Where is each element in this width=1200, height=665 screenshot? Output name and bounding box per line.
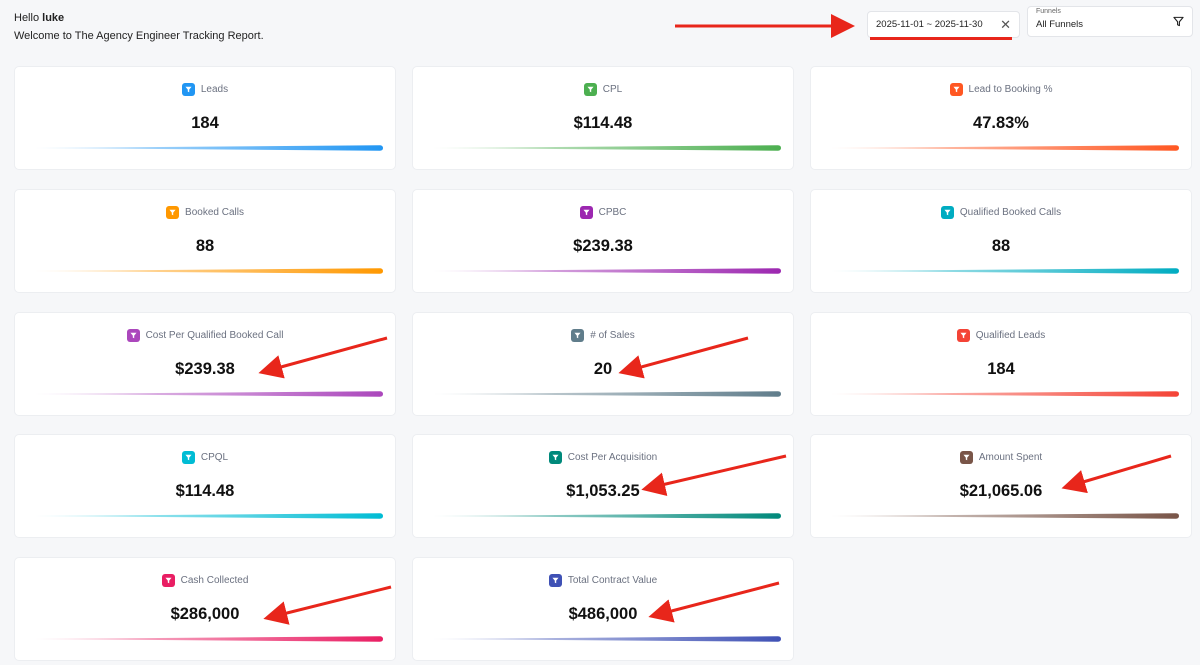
metric-label: # of Sales: [590, 330, 635, 341]
funnels-value: All Funnels: [1036, 19, 1083, 30]
date-range-underline-annotation: [870, 37, 1012, 40]
metric-trend-line: [35, 513, 383, 519]
funnels-caption: Funnels: [1036, 8, 1061, 15]
funnels-select[interactable]: Funnels All Funnels: [1027, 6, 1193, 37]
page-header: Hello luke Welcome to The Agency Enginee…: [14, 10, 264, 44]
date-range-picker[interactable]: 2025-11-01 ~ 2025-11-30 ✕: [867, 11, 1020, 38]
metric-card: Cash Collected $286,000: [14, 557, 396, 661]
funnel-tag-icon: [940, 206, 954, 219]
metric-trend-line: [831, 145, 1179, 151]
metric-trend-line: [433, 391, 781, 397]
metric-title: Lead to Booking %: [811, 83, 1191, 96]
close-icon[interactable]: ✕: [1000, 17, 1011, 32]
metric-card: # of Sales 20: [412, 312, 794, 416]
metric-trend-line: [433, 145, 781, 151]
metric-card: Leads 184: [14, 66, 396, 170]
metric-label: CPBC: [598, 207, 627, 218]
metric-title: Booked Calls: [15, 206, 395, 219]
funnel-tag-icon: [583, 83, 597, 96]
metric-card: Lead to Booking % 47.83%: [810, 66, 1192, 170]
metric-card: Booked Calls 88: [14, 189, 396, 293]
funnel-tag-icon: [548, 451, 562, 464]
metric-label: CPQL: [200, 452, 229, 463]
metric-title: Total Contract Value: [413, 574, 793, 587]
metric-trend-line: [433, 636, 781, 642]
metric-title: # of Sales: [413, 329, 793, 342]
greeting: Hello luke: [14, 12, 65, 24]
metric-trend-line: [35, 636, 383, 642]
metric-card: Cost Per Qualified Booked Call $239.38: [14, 312, 396, 416]
metric-value: 20: [593, 360, 613, 378]
metric-value: $114.48: [175, 482, 235, 500]
metric-label: Cash Collected: [180, 575, 249, 586]
metric-title: Cost Per Acquisition: [413, 451, 793, 464]
metric-title: Qualified Leads: [811, 329, 1191, 342]
metric-value: $239.38: [175, 360, 235, 378]
funnel-tag-icon: [166, 206, 180, 219]
metric-value: $114.48: [573, 114, 633, 132]
filter-icon[interactable]: [1173, 16, 1184, 27]
metric-title: Amount Spent: [811, 451, 1191, 464]
metric-trend-line: [831, 268, 1179, 274]
metric-title: Cost Per Qualified Booked Call: [15, 329, 395, 342]
metric-value: $486,000: [568, 605, 638, 623]
metric-value: 88: [195, 237, 215, 255]
metric-label: Lead to Booking %: [968, 84, 1053, 95]
metric-card: Amount Spent $21,065.06: [810, 434, 1192, 538]
metric-label: Booked Calls: [185, 207, 244, 218]
metric-trend-line: [831, 391, 1179, 397]
metric-trend-line: [433, 513, 781, 519]
metric-card: Cost Per Acquisition $1,053.25: [412, 434, 794, 538]
metric-label: CPL: [602, 84, 623, 95]
metric-card: CPBC $239.38: [412, 189, 794, 293]
metric-card: Qualified Leads 184: [810, 312, 1192, 416]
metric-title: Cash Collected: [15, 574, 395, 587]
welcome-message: Welcome to The Agency Engineer Tracking …: [14, 30, 264, 42]
metric-title: CPL: [413, 83, 793, 96]
metric-label: Leads: [200, 84, 229, 95]
metric-card: CPQL $114.48: [14, 434, 396, 538]
metric-card: Total Contract Value $486,000: [412, 557, 794, 661]
metric-trend-line: [35, 391, 383, 397]
funnel-tag-icon: [571, 329, 585, 342]
date-range-value: 2025-11-01 ~ 2025-11-30: [876, 19, 983, 30]
metric-trend-line: [433, 268, 781, 274]
metric-label: Total Contract Value: [567, 575, 658, 586]
funnel-tag-icon: [548, 574, 562, 587]
metric-label: Cost Per Acquisition: [567, 452, 658, 463]
metric-title: CPQL: [15, 451, 395, 464]
metric-value: 184: [987, 360, 1015, 378]
metric-label: Amount Spent: [978, 452, 1043, 463]
metric-title: Qualified Booked Calls: [811, 206, 1191, 219]
funnel-tag-icon: [181, 83, 195, 96]
funnel-tag-icon: [579, 206, 593, 219]
metric-value: 184: [191, 114, 219, 132]
funnel-tag-icon: [949, 83, 963, 96]
funnel-tag-icon: [956, 329, 970, 342]
funnel-tag-icon: [959, 451, 973, 464]
metric-label: Qualified Booked Calls: [959, 207, 1062, 218]
metric-label: Qualified Leads: [975, 330, 1046, 341]
metric-title: Leads: [15, 83, 395, 96]
funnel-tag-icon: [161, 574, 175, 587]
funnel-tag-icon: [126, 329, 140, 342]
metric-value: 88: [991, 237, 1011, 255]
metric-value: 47.83%: [973, 114, 1029, 132]
metric-trend-line: [35, 268, 383, 274]
metric-card: CPL $114.48: [412, 66, 794, 170]
user-name: luke: [42, 12, 65, 24]
metric-card: Qualified Booked Calls 88: [810, 189, 1192, 293]
metric-trend-line: [35, 145, 383, 151]
metric-value: $239.38: [573, 237, 633, 255]
metric-label: Cost Per Qualified Booked Call: [145, 330, 284, 341]
metric-value: $286,000: [170, 605, 240, 623]
funnel-tag-icon: [181, 451, 195, 464]
metric-trend-line: [831, 513, 1179, 519]
metric-value: $21,065.06: [959, 482, 1043, 500]
metric-title: CPBC: [413, 206, 793, 219]
metric-value: $1,053.25: [566, 482, 640, 500]
